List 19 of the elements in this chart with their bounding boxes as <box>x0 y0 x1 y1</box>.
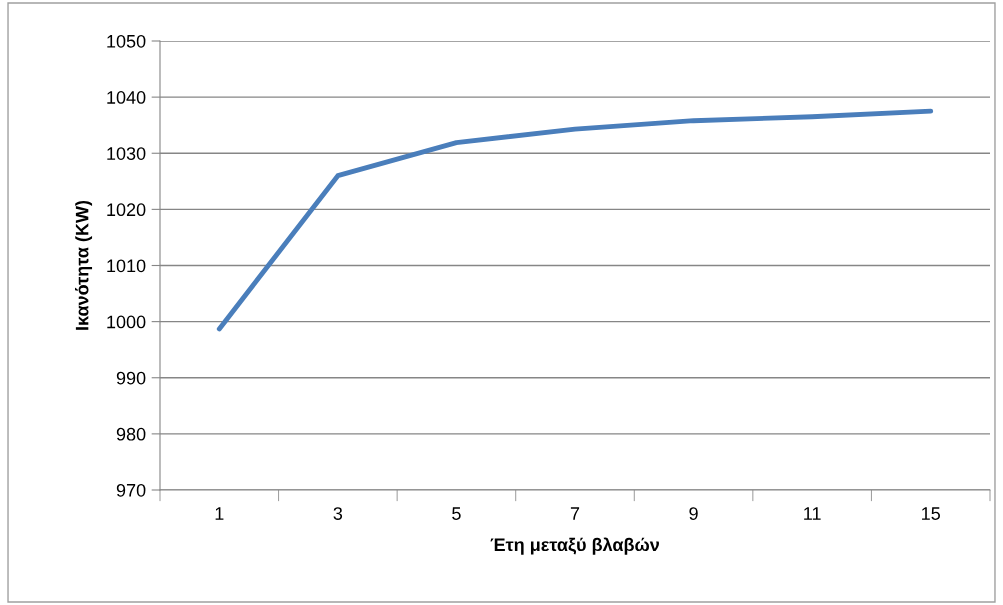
y-tick-label: 970 <box>116 483 146 497</box>
y-tick-label: 1010 <box>107 259 146 273</box>
line-series <box>216 108 934 332</box>
x-tick-label: 7 <box>570 507 580 520</box>
x-axis-title: Έτη μεταξύ βλαβών <box>490 537 659 555</box>
y-tick-label: 1050 <box>107 34 146 48</box>
y-tick-label: 1030 <box>107 147 146 160</box>
y-axis-title: Ικανότητα (KW) <box>75 200 93 330</box>
y-tick-label: 1040 <box>107 91 146 104</box>
y-tick-label: 990 <box>116 371 146 385</box>
y-tick-label: 1000 <box>107 315 146 329</box>
x-tick-label: 9 <box>689 507 698 520</box>
x-tick-label: 3 <box>333 507 343 520</box>
x-tick-label: 5 <box>452 507 461 520</box>
x-tick-label: 11 <box>804 507 821 520</box>
y-tick-label: 980 <box>116 427 146 441</box>
x-tick-label: 15 <box>922 507 940 520</box>
x-tick-label: 1 <box>215 507 224 520</box>
y-tick-label: 1020 <box>107 203 146 217</box>
